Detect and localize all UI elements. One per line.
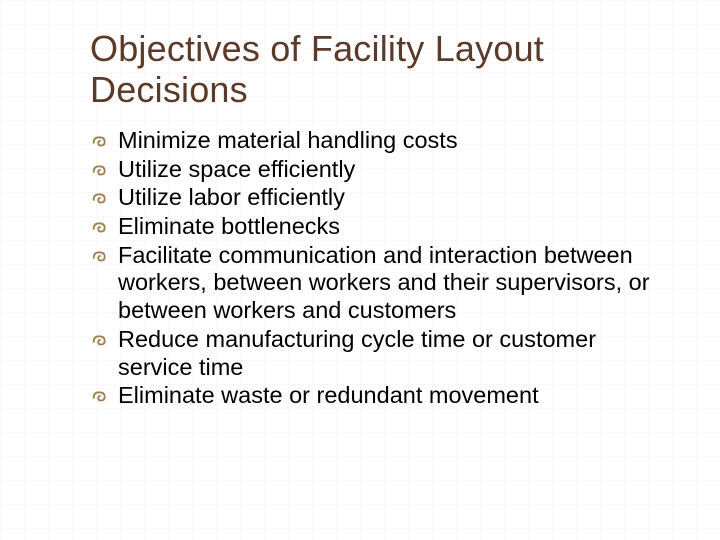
list-item-text: Eliminate waste or redundant movement: [118, 382, 539, 408]
list-item-text: Eliminate bottlenecks: [118, 213, 340, 239]
list-item: Utilize labor efficiently: [90, 184, 672, 212]
list-item: Minimize material handling costs: [90, 127, 672, 155]
list-item-text: Utilize labor efficiently: [118, 184, 345, 210]
list-item-text: Facilitate communication and interaction…: [118, 242, 650, 323]
bullet-swirl-icon: [90, 245, 112, 267]
bullet-swirl-icon: [90, 329, 112, 351]
slide-title: Objectives of Facility Layout Decisions: [90, 28, 672, 111]
bullet-list: Minimize material handling costs Utilize…: [90, 127, 672, 410]
list-item: Utilize space efficiently: [90, 156, 672, 184]
list-item-text: Minimize material handling costs: [118, 127, 458, 153]
bullet-swirl-icon: [90, 187, 112, 209]
list-item: Eliminate waste or redundant movement: [90, 382, 672, 410]
list-item: Eliminate bottlenecks: [90, 213, 672, 241]
bullet-swirl-icon: [90, 159, 112, 181]
bullet-swirl-icon: [90, 385, 112, 407]
list-item-text: Reduce manufacturing cycle time or custo…: [118, 326, 596, 380]
list-item: Reduce manufacturing cycle time or custo…: [90, 326, 672, 381]
list-item-text: Utilize space efficiently: [118, 156, 355, 182]
list-item: Facilitate communication and interaction…: [90, 242, 672, 325]
bullet-swirl-icon: [90, 130, 112, 152]
bullet-swirl-icon: [90, 216, 112, 238]
